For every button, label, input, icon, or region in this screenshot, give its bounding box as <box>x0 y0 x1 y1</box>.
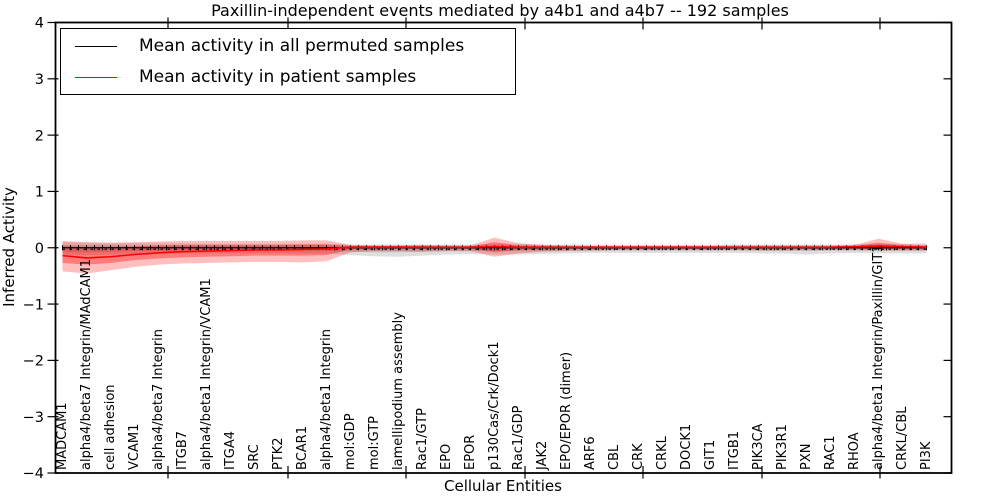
y-tick-label: 4 <box>35 16 44 32</box>
y-tick-label: 0 <box>35 241 44 257</box>
x-tick-label: PXN <box>798 443 814 470</box>
y-tick-label: 2 <box>35 128 44 144</box>
x-tick-label: CRK <box>630 443 646 470</box>
x-tick-label: BCAR1 <box>294 426 310 470</box>
x-tick-label: CRKL/CBL <box>894 406 910 471</box>
x-tick-label: GIT1 <box>702 439 718 470</box>
x-tick-label: alpha4/beta1 Integrin/VCAM1 <box>198 278 214 470</box>
x-tick-label: lamellipodium assembly <box>390 312 406 470</box>
x-tick-label: ITGA4 <box>222 430 238 470</box>
x-tick-label: alpha4/beta1 Integrin <box>318 328 334 470</box>
y-tick-label: −2 <box>23 354 44 370</box>
x-tick-label: PI3K <box>918 441 934 470</box>
x-tick-label: RAC1 <box>822 435 838 470</box>
y-tick-label: 1 <box>35 185 44 201</box>
y-tick-label: −1 <box>23 297 44 313</box>
x-tick-label: VCAM1 <box>126 423 142 470</box>
y-tick-label: −4 <box>23 466 44 482</box>
x-tick-label: Rac1/GTP <box>414 408 430 470</box>
x-tick-label: DOCK1 <box>678 423 694 470</box>
x-tick-label: ITGB1 <box>726 430 742 470</box>
x-tick-label: ARF6 <box>582 436 598 470</box>
x-tick-label: PIK3R1 <box>774 424 790 470</box>
legend-label-permuted: Mean activity in all permuted samples <box>139 36 465 56</box>
x-tick-label: Rac1/GDP <box>510 405 526 470</box>
x-tick-label: PTK2 <box>270 437 286 470</box>
x-tick-label: alpha4/beta7 Integrin/MAdCAM1 <box>78 259 94 470</box>
x-tick-label: EPO/EPOR (dimer) <box>558 351 574 470</box>
y-tick-label: 3 <box>35 72 44 88</box>
x-tick-label: CRKL <box>654 436 670 470</box>
x-tick-label: ITGB7 <box>174 430 190 470</box>
legend-label-patient: Mean activity in patient samples <box>139 67 417 87</box>
chart-title: Paxillin-independent events mediated by … <box>211 1 789 20</box>
x-tick-label: EPOR <box>462 434 478 470</box>
x-tick-label: alpha4/beta1 Integrin/Paxillin/GIT1 <box>870 244 886 470</box>
x-tick-label: mol:GDP <box>342 413 358 470</box>
y-tick-label: −3 <box>23 410 44 426</box>
x-tick-label: CBL <box>606 444 622 470</box>
legend-line-black-icon <box>75 45 117 47</box>
x-tick-label: mol:GTP <box>366 416 382 470</box>
legend: Mean activity in all permuted samples Me… <box>60 28 516 95</box>
legend-item-permuted: Mean activity in all permuted samples <box>61 32 515 60</box>
x-tick-label: RHOA <box>846 432 862 470</box>
x-tick-label: cell adhesion <box>102 384 118 470</box>
y-axis-label: Inferred Activity <box>0 187 18 307</box>
x-tick-label: SRC <box>246 444 262 470</box>
legend-line-red-icon <box>75 76 117 78</box>
x-tick-label: p130Cas/Crk/Dock1 <box>486 341 502 470</box>
x-tick-label: PIK3CA <box>750 423 766 470</box>
x-tick-label: alpha4/beta7 Integrin <box>150 328 166 470</box>
x-tick-label: MADCAM1 <box>54 402 70 470</box>
x-axis-label: Cellular Entities <box>444 477 562 495</box>
legend-item-patient: Mean activity in patient samples <box>61 63 515 91</box>
x-tick-label: EPO <box>438 443 454 470</box>
patient-mean-line <box>62 245 927 259</box>
x-tick-label: JAK2 <box>534 440 550 470</box>
